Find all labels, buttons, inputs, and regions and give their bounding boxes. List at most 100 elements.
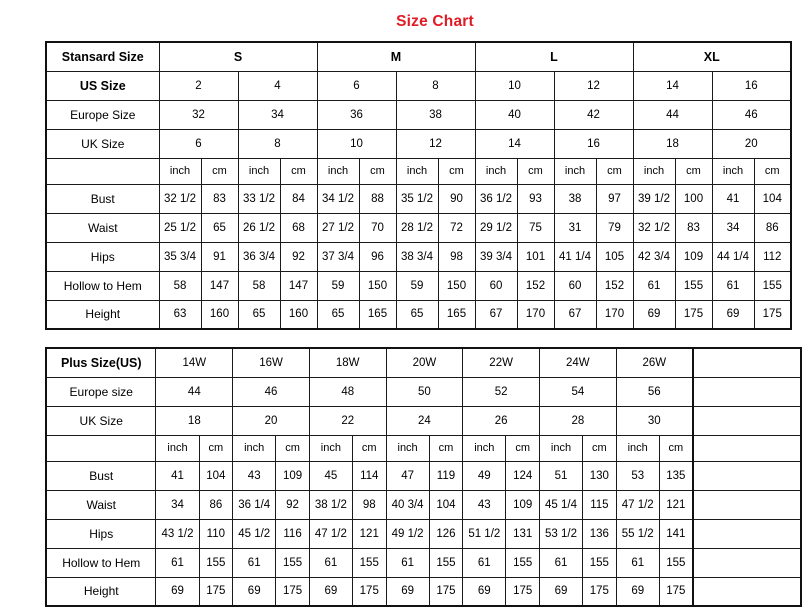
spacer-cell xyxy=(691,376,802,407)
table-cell: 83 xyxy=(200,183,239,214)
unit-cell-cm: cm xyxy=(351,434,387,462)
table-cell: 155 xyxy=(505,547,540,578)
table-cell: 86 xyxy=(753,212,792,243)
table-cell: 69 xyxy=(232,576,277,607)
size-group-20w: 20W xyxy=(385,347,464,378)
table-cell: 152 xyxy=(595,270,634,301)
table-cell: 91 xyxy=(200,241,239,272)
table-cell: 96 xyxy=(358,241,397,272)
table-cell: 38 3/4 xyxy=(395,241,439,272)
table-cell: 25 1/2 xyxy=(158,212,202,243)
table-cell: 43 1/2 xyxy=(155,518,200,549)
table-cell: 56 xyxy=(615,376,694,407)
unit-cell-cm: cm xyxy=(595,157,634,185)
unit-cell-inch: inch xyxy=(158,157,202,185)
table-row: Bust 41 104 43 109 45 114 47 119 49 124 51 130 53 135 xyxy=(45,460,802,491)
table-cell: 10 xyxy=(474,70,555,101)
table-cell: 61 xyxy=(232,547,277,578)
table-cell: 155 xyxy=(674,270,713,301)
table-row: Waist 25 1/2 65 26 1/2 68 27 1/2 70 28 1/2 72 29 … xyxy=(45,212,792,243)
table-cell: 121 xyxy=(351,518,387,549)
unit-cell-inch: inch xyxy=(711,157,755,185)
table-cell: 33 1/2 xyxy=(237,183,281,214)
table-cell: 43 xyxy=(462,489,507,520)
table-cell: 98 xyxy=(351,489,387,520)
table-cell: 38 1/2 xyxy=(308,489,353,520)
unit-cell-cm: cm xyxy=(505,434,540,462)
row-label: UK Size xyxy=(45,405,157,436)
table-cell: 150 xyxy=(437,270,476,301)
table-cell: 36 3/4 xyxy=(237,241,281,272)
size-group-18w: 18W xyxy=(308,347,387,378)
table-cell: 69 xyxy=(385,576,430,607)
table-cell: 46 xyxy=(232,376,310,407)
table-cell: 43 xyxy=(232,460,277,491)
table-cell: 175 xyxy=(351,576,387,607)
table-cell: 47 1/2 xyxy=(615,489,660,520)
table-cell: 20 xyxy=(711,128,792,159)
table-cell: 61 xyxy=(462,547,507,578)
table-row-units: inch cm inch cm inch cm inch cm inch cm inch cm inch… xyxy=(45,157,792,185)
unit-cell-inch: inch xyxy=(632,157,676,185)
table-cell: 116 xyxy=(275,518,310,549)
size-group-m: M xyxy=(316,41,476,72)
standard-size-table: Stansard Size S M L XL US Size 2 4 6 8 10 12 14 16 Eur… xyxy=(45,41,792,330)
table-cell: 32 1/2 xyxy=(632,212,676,243)
table-cell: 48 xyxy=(308,376,387,407)
row-label: Hollow to Hem xyxy=(45,270,160,301)
row-label: Waist xyxy=(45,489,157,520)
table-cell: 6 xyxy=(158,128,239,159)
table-cell: 28 xyxy=(538,405,617,436)
table-cell: 155 xyxy=(351,547,387,578)
standard-size-header-label: Stansard Size xyxy=(45,41,160,72)
table-cell: 165 xyxy=(358,299,397,330)
table-cell: 41 1/4 xyxy=(553,241,597,272)
table-cell: 39 1/2 xyxy=(632,183,676,214)
table-cell: 30 xyxy=(615,405,694,436)
table-row: Hollow to Hem 58 147 58 147 59 150 59 150 60 152 60… xyxy=(45,270,792,301)
unit-cell-cm: cm xyxy=(658,434,694,462)
table-cell: 32 1/2 xyxy=(158,183,202,214)
table-cell: 44 xyxy=(632,99,713,130)
table-cell: 20 xyxy=(232,405,310,436)
table-cell: 75 xyxy=(516,212,555,243)
table-cell: 27 1/2 xyxy=(316,212,360,243)
unit-cell-cm: cm xyxy=(674,157,713,185)
unit-cell-cm: cm xyxy=(275,434,310,462)
spacer-cell xyxy=(691,347,802,378)
table-cell: 47 1/2 xyxy=(308,518,353,549)
table-cell: 100 xyxy=(674,183,713,214)
table-cell: 170 xyxy=(595,299,634,330)
table-cell: 55 1/2 xyxy=(615,518,660,549)
table-cell: 175 xyxy=(658,576,694,607)
size-group-24w: 24W xyxy=(538,347,617,378)
table-cell: 61 xyxy=(538,547,584,578)
table-cell: 6 xyxy=(316,70,397,101)
table-cell: 109 xyxy=(275,460,310,491)
row-label: US Size xyxy=(45,70,160,101)
unit-cell-inch: inch xyxy=(316,157,360,185)
row-label: Waist xyxy=(45,212,160,243)
table-cell: 68 xyxy=(279,212,318,243)
table-cell: 92 xyxy=(275,489,310,520)
table-cell: 105 xyxy=(595,241,634,272)
table-cell: 175 xyxy=(198,576,234,607)
table-cell: 69 xyxy=(711,299,755,330)
table-cell: 52 xyxy=(462,376,540,407)
table-cell: 8 xyxy=(237,128,318,159)
table-cell: 175 xyxy=(674,299,713,330)
table-cell: 8 xyxy=(395,70,476,101)
table-cell: 61 xyxy=(711,270,755,301)
table-cell: 136 xyxy=(582,518,617,549)
table-cell: 12 xyxy=(395,128,476,159)
table-cell: 61 xyxy=(632,270,676,301)
table-cell: 155 xyxy=(582,547,617,578)
table-cell: 26 xyxy=(462,405,540,436)
table-cell: 69 xyxy=(615,576,660,607)
table-cell: 135 xyxy=(658,460,694,491)
table-cell: 40 3/4 xyxy=(385,489,430,520)
size-group-26w: 26W xyxy=(615,347,694,378)
size-group-14w: 14W xyxy=(155,347,234,378)
unit-cell-cm: cm xyxy=(516,157,555,185)
table-cell: 4 xyxy=(237,70,318,101)
